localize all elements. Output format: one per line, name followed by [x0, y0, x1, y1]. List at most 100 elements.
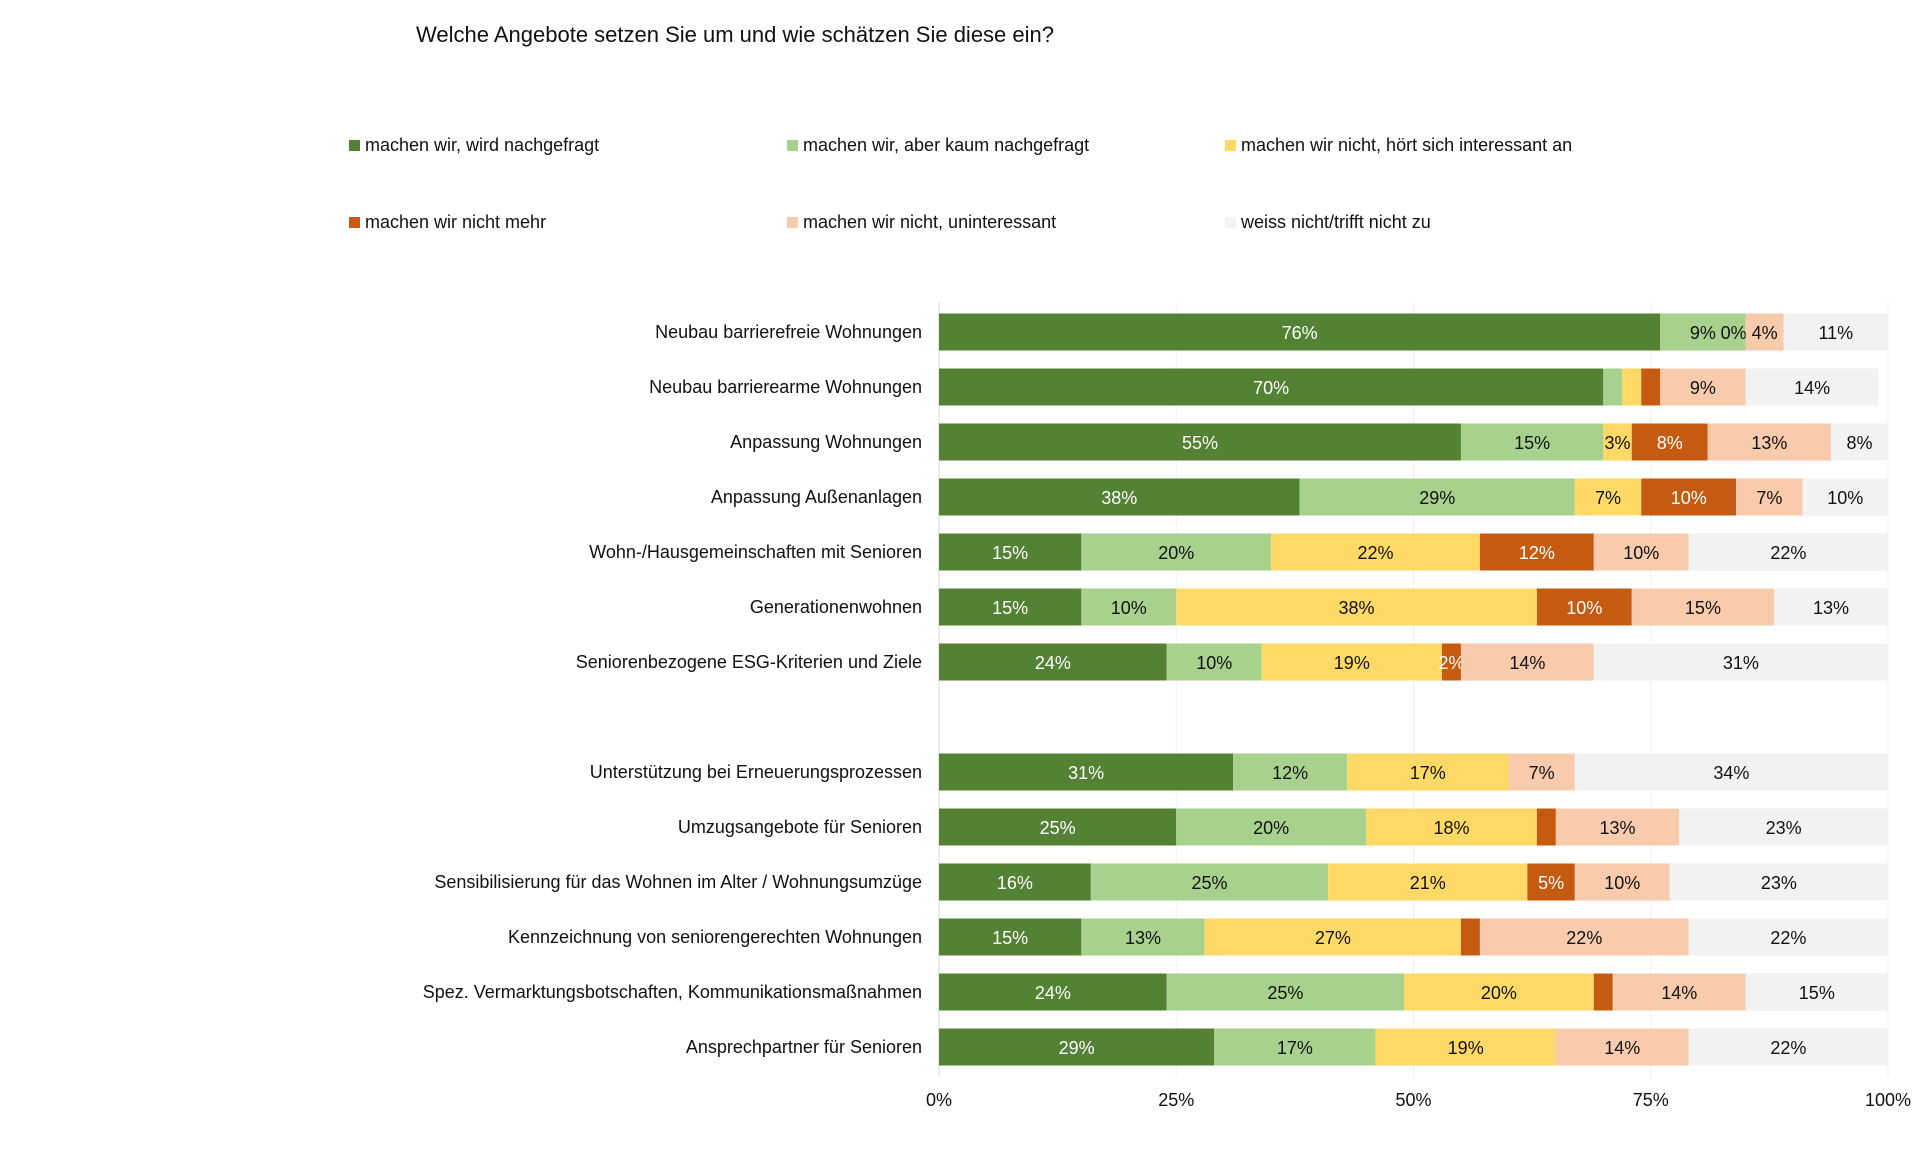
- legend-swatch: [1225, 140, 1236, 151]
- data-label: 31%: [1723, 653, 1759, 673]
- legend-swatch: [349, 140, 360, 151]
- bar-segment: [939, 973, 1167, 1011]
- data-label: 7%: [1756, 488, 1782, 508]
- legend-label: machen wir nicht, uninteressant: [803, 212, 1057, 232]
- data-label: 10%: [1196, 653, 1232, 673]
- data-label: 12%: [1272, 763, 1308, 783]
- bar-segment: [1299, 478, 1575, 516]
- bar-segment: [1574, 478, 1642, 516]
- bar-segment: [1527, 863, 1575, 901]
- bar-segment: [1404, 973, 1594, 1011]
- category-label: Ansprechpartner für Senioren: [686, 1037, 922, 1057]
- bar-segment: [1460, 918, 1480, 956]
- bar-segment: [1366, 808, 1537, 846]
- data-label: 8%: [1847, 433, 1873, 453]
- data-label: 10%: [1566, 598, 1602, 618]
- data-label: 20%: [1481, 983, 1517, 1003]
- data-label: 29%: [1059, 1038, 1095, 1058]
- x-tick-label: 75%: [1633, 1090, 1669, 1110]
- bar-segment: [1574, 863, 1670, 901]
- data-label: 14%: [1509, 653, 1545, 673]
- legend-item: machen wir nicht, hört sich interessant …: [1225, 135, 1572, 156]
- data-label: 17%: [1410, 763, 1446, 783]
- bar-segment: [1641, 368, 1661, 406]
- x-tick-label: 0%: [926, 1090, 952, 1110]
- bar-segment: [1375, 1028, 1556, 1066]
- data-label: 23%: [1761, 873, 1797, 893]
- bar-segment: [1831, 423, 1888, 461]
- bar-segment: [1081, 918, 1205, 956]
- x-tick-label: 50%: [1395, 1090, 1431, 1110]
- bar-segment: [1479, 918, 1689, 956]
- bar-segment: [1631, 588, 1775, 626]
- category-label: Wohn-/Hausgemeinschaften mit Senioren: [589, 542, 922, 562]
- bar-segment: [1669, 863, 1888, 901]
- bar-segment: [939, 533, 1082, 571]
- data-label: 24%: [1035, 983, 1071, 1003]
- data-label: 20%: [1253, 818, 1289, 838]
- bar-segment: [939, 478, 1300, 516]
- category-label: Anpassung Wohnungen: [730, 432, 922, 452]
- data-label: 16%: [997, 873, 1033, 893]
- data-label: 19%: [1334, 653, 1370, 673]
- legend-swatch: [787, 217, 798, 228]
- data-label: 21%: [1410, 873, 1446, 893]
- bar-segment: [1574, 753, 1888, 791]
- data-label: 27%: [1315, 928, 1351, 948]
- bar-segment: [1736, 478, 1803, 516]
- data-label: 22%: [1566, 928, 1602, 948]
- x-tick-label: 100%: [1865, 1090, 1911, 1110]
- category-label: Kennzeichnung von seniorengerechten Wohn…: [508, 927, 922, 947]
- bar-segment: [939, 1028, 1215, 1066]
- bar-segment: [939, 753, 1234, 791]
- legend-label: machen wir, wird nachgefragt: [365, 135, 600, 155]
- category-label: Umzugsangebote für Senioren: [678, 817, 922, 837]
- data-label: 17%: [1277, 1038, 1313, 1058]
- data-label: 25%: [1040, 818, 1076, 838]
- category-label: Generationenwohnen: [750, 597, 922, 617]
- bar-segment: [1555, 808, 1680, 846]
- data-label: 15%: [1685, 598, 1721, 618]
- data-label: 29%: [1419, 488, 1455, 508]
- data-label: 13%: [1125, 928, 1161, 948]
- bar-segment: [1166, 643, 1262, 681]
- bar-segment: [1641, 478, 1737, 516]
- legend-item: machen wir nicht, uninteressant: [787, 212, 1056, 233]
- data-label: 10%: [1623, 543, 1659, 563]
- legend-label: weiss nicht/trifft nicht zu: [1241, 212, 1431, 232]
- bar-segment: [1536, 588, 1632, 626]
- bar-segment: [939, 368, 1604, 406]
- bar-segment: [1261, 643, 1442, 681]
- data-label: 14%: [1794, 378, 1830, 398]
- bar-segment: [1603, 368, 1623, 406]
- data-label: 7%: [1595, 488, 1621, 508]
- data-label: 25%: [1267, 983, 1303, 1003]
- category-label: Neubau barrierefreie Wohnungen: [655, 322, 922, 342]
- data-label: 10%: [1671, 488, 1707, 508]
- bar-segment: [1707, 423, 1832, 461]
- data-label: 25%: [1191, 873, 1227, 893]
- legend-label: machen wir nicht mehr: [365, 212, 547, 232]
- bar-segment: [1441, 643, 1461, 681]
- data-label: 22%: [1770, 1038, 1806, 1058]
- data-label: 22%: [1770, 543, 1806, 563]
- bar-segment: [1536, 808, 1556, 846]
- bar-segment: [1593, 643, 1888, 681]
- bar-segment: [1802, 478, 1888, 516]
- data-label: 31%: [1068, 763, 1104, 783]
- bar-segment: [1774, 588, 1888, 626]
- bar-segment: [1688, 1028, 1888, 1066]
- x-tick-label: 25%: [1158, 1090, 1194, 1110]
- bar-segment: [939, 808, 1177, 846]
- bar-segment: [1745, 973, 1888, 1011]
- legend-swatch: [1225, 217, 1236, 228]
- data-label: 10%: [1827, 488, 1863, 508]
- bar-segment: [1622, 368, 1642, 406]
- legend-label: machen wir nicht, hört sich interessant …: [1241, 135, 1573, 155]
- bar-segment: [1679, 808, 1888, 846]
- category-label: Neubau barrierearme Wohnungen: [649, 377, 922, 397]
- bar-segment: [1660, 313, 1746, 351]
- data-label: 0%: [1721, 323, 1747, 343]
- data-label: 18%: [1433, 818, 1469, 838]
